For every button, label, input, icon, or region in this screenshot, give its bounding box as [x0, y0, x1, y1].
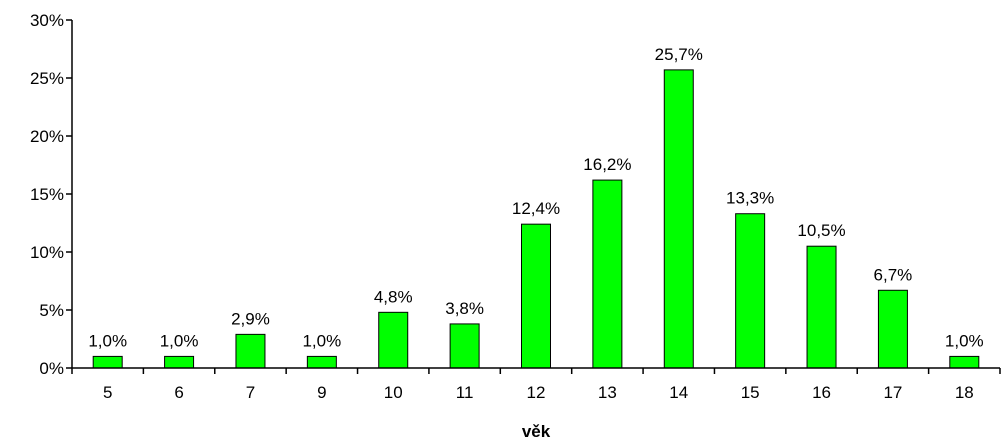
- data-label-13: 16,2%: [583, 155, 631, 174]
- data-label-10: 4,8%: [374, 287, 413, 306]
- bar-17: [877, 289, 908, 369]
- x-tick-label-5: 5: [103, 383, 112, 402]
- data-labels: 1,0% 1,0% 2,9% 1,0% 4,8% 3,8% 12,4% 16,2% 25,7% 1…: [88, 45, 983, 351]
- bar-13: [592, 179, 623, 369]
- x-tick-label-12: 12: [527, 383, 546, 402]
- y-tick-label: 30%: [30, 11, 64, 30]
- x-tick-label-16: 16: [812, 383, 831, 402]
- x-axis-ticks: 5 6 7 9 10 11 12 13 14 15 16 17 18: [71, 368, 1001, 402]
- x-tick-label-11: 11: [456, 383, 474, 402]
- x-axis-title: věk: [522, 422, 551, 441]
- bar-5: [92, 355, 123, 369]
- data-label-17: 6,7%: [874, 265, 913, 284]
- data-label-6: 1,0%: [160, 331, 199, 350]
- y-tick-label: 15%: [30, 185, 64, 204]
- data-label-12: 12,4%: [512, 199, 560, 218]
- data-label-16: 10,5%: [797, 221, 845, 240]
- x-tick-label-6: 6: [174, 383, 183, 402]
- bar-16: [806, 245, 837, 369]
- data-label-15: 13,3%: [726, 189, 774, 208]
- x-tick-label-7: 7: [246, 383, 255, 402]
- x-tick-label-13: 13: [598, 383, 617, 402]
- bar-6: [164, 355, 195, 369]
- bar-10: [378, 311, 409, 369]
- x-tick-label-10: 10: [384, 383, 403, 402]
- data-label-14: 25,7%: [655, 45, 703, 64]
- bar-11: [449, 323, 480, 369]
- data-label-9: 1,0%: [302, 331, 341, 350]
- bar-14: [663, 69, 694, 369]
- bar-7: [235, 333, 266, 369]
- data-label-5: 1,0%: [88, 331, 127, 350]
- data-label-7: 2,9%: [231, 309, 270, 328]
- bar-15: [735, 213, 766, 369]
- y-tick-label: 0%: [39, 359, 64, 378]
- y-tick-label: 10%: [30, 243, 64, 262]
- x-tick-label-15: 15: [741, 383, 760, 402]
- x-tick-label-18: 18: [955, 383, 974, 402]
- bar-9: [306, 355, 337, 369]
- x-tick-label-9: 9: [317, 383, 326, 402]
- y-tick-label: 5%: [39, 301, 64, 320]
- bars: [92, 69, 980, 369]
- bar-12: [521, 223, 551, 369]
- x-tick-label-17: 17: [883, 383, 902, 402]
- bar-18: [949, 355, 980, 369]
- y-tick-label: 25%: [30, 69, 64, 88]
- data-label-11: 3,8%: [445, 299, 484, 318]
- data-label-18: 1,0%: [945, 331, 984, 350]
- y-axis-ticks: 0% 5% 10% 15% 20% 25% 30%: [30, 11, 72, 378]
- x-tick-label-14: 14: [669, 383, 688, 402]
- y-tick-label: 20%: [30, 127, 64, 146]
